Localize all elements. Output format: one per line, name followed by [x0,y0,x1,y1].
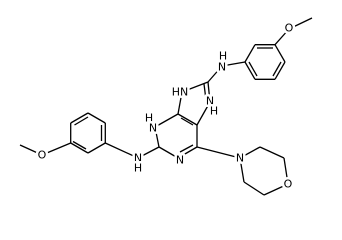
atom-label: H [210,105,218,118]
atom-label: H [145,112,153,125]
atom-labels: O H N HN N H H N N H N N O O [35,19,296,193]
bonds [19,17,313,196]
atom-label: O [285,22,294,35]
atom-label: N [236,152,244,165]
atom-label: HN [172,86,189,99]
atom-label: N [149,122,157,135]
atom-label: H [219,50,227,63]
atom-label: N [134,152,142,165]
atom-label: O [284,178,293,191]
atom-label: N [218,61,226,74]
atom-label: H [134,162,142,175]
atom-label: O [38,149,47,162]
atom-label: N [176,154,184,167]
atom-label: N [206,95,214,108]
molecule-diagram: O H N HN N H H N N H N N O O [19,17,313,196]
